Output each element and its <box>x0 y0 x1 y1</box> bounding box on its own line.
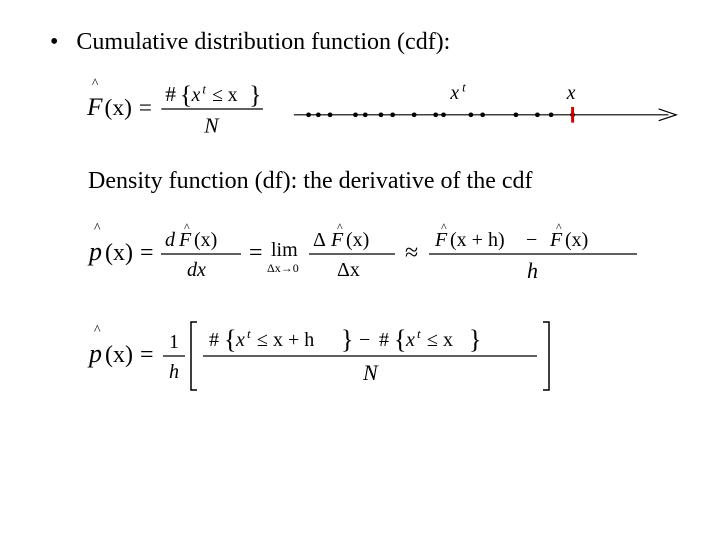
deriv-Fhat1: F <box>178 229 192 251</box>
cdf-N: N <box>203 113 220 137</box>
svg-text:{: { <box>224 325 236 354</box>
number-line: x t x <box>289 77 680 137</box>
cdf-row: ^ F (x) = # { x t ≤ x } N <box>85 75 680 139</box>
cdf-formula: ^ F (x) = # { x t ≤ x } N <box>85 75 271 139</box>
cdf-hash: # <box>165 82 176 106</box>
cdf-xt-sup: t <box>202 82 206 96</box>
final-rel1: ≤ x + h <box>257 329 314 351</box>
svg-text:}: } <box>469 325 481 354</box>
cdf-xt: x <box>191 85 201 106</box>
bullet-text: Cumulative distribution function (cdf): <box>76 28 450 57</box>
final-hash2: # <box>379 329 389 351</box>
deriv-F1: F <box>434 229 448 251</box>
final-formula: ^ p (x) = 1 h # { x t ≤ x + h } − # { x … <box>85 314 565 396</box>
final-formula-row: ^ p (x) = 1 h # { x t ≤ x + h } − # { x … <box>85 314 680 396</box>
derivative-formula: ^ p (x) = d ^ F (x) dx = lim Δx→0 Δ ^ F … <box>85 216 645 288</box>
deriv-deltax: Δx <box>337 259 360 281</box>
deriv-lim-sub: Δx→0 <box>267 261 299 275</box>
final-arg: (x) <box>105 342 133 368</box>
deriv-phat: p <box>87 237 102 266</box>
svg-text:{: { <box>180 81 192 109</box>
numberline-label-xt-sup: t <box>462 80 466 94</box>
deriv-F1-arg: (x + h) <box>450 229 505 251</box>
deriv-approx: ≈ <box>405 240 418 266</box>
deriv-d: d <box>165 229 176 251</box>
numberline-label-xt: x <box>449 83 459 104</box>
deriv-Fhat1-arg: (x) <box>194 229 217 251</box>
density-text: Density function (df): the derivative of… <box>88 167 680 196</box>
final-N: N <box>362 360 379 385</box>
numberline-label-x: x <box>566 83 576 104</box>
deriv-arg: (x) <box>105 240 133 266</box>
final-h: h <box>169 361 179 383</box>
final-eq: = <box>140 342 154 368</box>
deriv-F2: F <box>549 229 563 251</box>
deriv-F2-arg: (x) <box>565 229 588 251</box>
cdf-rel: ≤ x <box>212 85 238 106</box>
deriv-eq1: = <box>140 240 154 266</box>
derivative-formula-row: ^ p (x) = d ^ F (x) dx = lim Δx→0 Δ ^ F … <box>85 216 680 288</box>
deriv-Fhat2: F <box>330 229 344 251</box>
final-x1: x <box>235 329 245 351</box>
deriv-minus: − <box>526 229 537 251</box>
final-phat: p <box>87 339 102 368</box>
final-rel2: ≤ x <box>427 329 453 351</box>
deriv-Fhat2-arg: (x) <box>346 229 369 251</box>
slide: • Cumulative distribution function (cdf)… <box>0 0 720 540</box>
svg-text:{: { <box>394 325 406 354</box>
deriv-dx: dx <box>187 259 206 281</box>
final-minus: − <box>359 329 370 351</box>
final-x2-sup: t <box>417 326 421 341</box>
final-hash1: # <box>209 329 219 351</box>
svg-text:}: } <box>341 325 353 354</box>
cdf-arg: (x) <box>105 95 132 121</box>
cdf-eq: = <box>139 95 152 121</box>
deriv-delta: Δ <box>313 229 326 251</box>
svg-text:^: ^ <box>94 323 101 338</box>
deriv-lim: lim <box>271 239 298 261</box>
cdf-Fhat: F <box>86 93 103 121</box>
svg-text:}: } <box>249 81 261 109</box>
bullet-row: • Cumulative distribution function (cdf)… <box>50 28 680 57</box>
bullet-dot: • <box>50 28 58 57</box>
final-x2: x <box>405 329 415 351</box>
final-one: 1 <box>169 331 179 353</box>
svg-text:=: = <box>249 240 263 266</box>
svg-text:^: ^ <box>94 221 101 236</box>
svg-text:^: ^ <box>92 75 99 90</box>
deriv-h: h <box>527 258 538 283</box>
final-x1-sup: t <box>247 326 251 341</box>
